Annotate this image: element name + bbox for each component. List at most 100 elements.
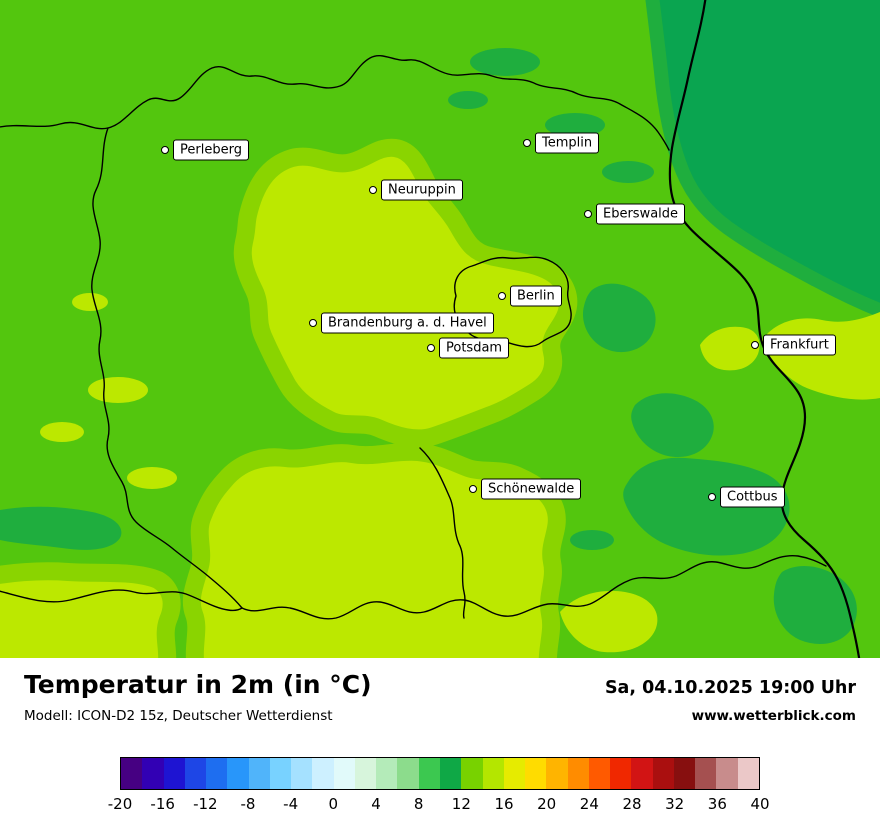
cool-patch-north <box>448 91 488 109</box>
warm-island <box>88 377 148 403</box>
scale-segment <box>312 758 334 789</box>
scale-tick-label: 36 <box>707 795 727 813</box>
scale-tick-label: 20 <box>537 795 557 813</box>
footer-info-row: Modell: ICON-D2 15z, Deutscher Wetterdie… <box>24 708 856 724</box>
scale-tick-label: 0 <box>328 795 339 813</box>
scale-segment <box>695 758 717 789</box>
scale-segment <box>142 758 164 789</box>
city-label: Potsdam <box>439 337 510 359</box>
city-label: Brandenburg a. d. Havel <box>321 312 494 334</box>
scale-tick-label: 32 <box>665 795 685 813</box>
map-graphic <box>0 0 880 658</box>
warm-region-southwest <box>0 562 181 658</box>
map-title: Temperatur in 2m (in °C) <box>24 670 372 699</box>
warm-island <box>127 467 177 489</box>
scale-segment <box>269 758 292 789</box>
scale-segment <box>121 758 143 789</box>
map-footer: Temperatur in 2m (in °C) Sa, 04.10.2025 … <box>0 658 880 830</box>
city-dot <box>708 493 716 501</box>
border-schoenewalde-wedge <box>419 447 466 619</box>
scale-segment <box>503 758 526 789</box>
scale-segment <box>333 758 355 789</box>
scale-tick-label: -20 <box>107 795 133 813</box>
scale-tick-label: 12 <box>451 795 471 813</box>
scale-segment <box>397 758 419 789</box>
state-borders <box>0 54 827 620</box>
scale-tick-label: 40 <box>750 795 770 813</box>
city-label: Frankfurt <box>763 334 836 356</box>
scale-segment <box>461 758 483 789</box>
scale-segment <box>248 758 270 789</box>
scale-tick-label: 28 <box>622 795 642 813</box>
city-dot <box>309 319 317 327</box>
city-dot <box>751 341 759 349</box>
warm-patch-frankfurt-east <box>762 312 880 400</box>
city-dot <box>523 139 531 147</box>
temperature-scale-ticks: -20 -16 -12 -8 -4 0 4 8 12 16 20 24 28 32 36 40 <box>108 795 770 815</box>
temperature-scale-bar <box>120 757 760 790</box>
scale-segment <box>716 758 738 789</box>
city-dot <box>161 146 169 154</box>
city-label: Templin <box>535 132 600 154</box>
city-dot <box>584 210 592 218</box>
border-southwest <box>0 589 243 612</box>
scale-segment <box>354 758 377 789</box>
footer-title-row: Temperatur in 2m (in °C) Sa, 04.10.2025 … <box>24 670 856 699</box>
warm-region-south <box>182 442 566 658</box>
city-label: Eberswalde <box>596 203 686 225</box>
border-north <box>0 54 670 151</box>
city-dot <box>427 344 435 352</box>
cool-patch-southeast <box>773 566 857 644</box>
scale-segment <box>525 758 547 789</box>
cool-patch-north <box>470 48 540 76</box>
city-dot <box>369 186 377 194</box>
city-label: Neuruppin <box>381 179 463 201</box>
scale-segment <box>439 758 462 789</box>
scale-segment <box>163 758 185 789</box>
warm-island <box>72 293 108 311</box>
scale-tick-label: -8 <box>240 795 256 813</box>
scale-segment <box>567 758 589 789</box>
warm-region-central <box>233 138 578 448</box>
temperature-map: Perleberg Templin Neuruppin Eberswalde Berli… <box>0 0 880 658</box>
temperature-field <box>0 0 880 658</box>
city-label: Perleberg <box>173 139 249 161</box>
scale-segment <box>610 758 632 789</box>
border-west <box>91 127 243 609</box>
border-south <box>241 554 827 620</box>
cool-patch-small <box>570 530 614 550</box>
city-dot <box>498 292 506 300</box>
scale-segment <box>418 758 440 789</box>
cold-region-northeast <box>645 0 880 318</box>
cool-patch-cottbus <box>623 457 790 556</box>
scale-tick-label: 4 <box>371 795 381 813</box>
cool-patch-east-of-berlin <box>582 283 656 353</box>
warm-patch-frankfurt-west <box>700 326 760 371</box>
website-url: www.wetterblick.com <box>691 708 856 724</box>
cool-patch-north <box>545 113 605 137</box>
cool-patch-east <box>631 393 714 458</box>
scale-segment <box>184 758 207 789</box>
warm-island <box>40 422 84 442</box>
city-label: Schönewalde <box>481 478 582 500</box>
scale-segment <box>652 758 674 789</box>
scale-segment <box>227 758 249 789</box>
scale-segment <box>588 758 611 789</box>
cool-patch-north <box>602 161 654 183</box>
scale-segment <box>546 758 568 789</box>
scale-segment <box>291 758 313 789</box>
forecast-datetime: Sa, 04.10.2025 19:00 Uhr <box>604 678 856 698</box>
scale-tick-label: -12 <box>193 795 218 813</box>
scale-segment <box>206 758 228 789</box>
scale-tick-label: 16 <box>494 795 514 813</box>
scale-tick-label: -4 <box>283 795 299 813</box>
scale-segment <box>631 758 653 789</box>
scale-segment <box>737 758 759 789</box>
scale-tick-label: 24 <box>579 795 599 813</box>
scale-tick-label: 8 <box>413 795 424 813</box>
city-label: Berlin <box>510 285 562 307</box>
city-label: Cottbus <box>720 486 785 508</box>
scale-segment <box>376 758 398 789</box>
scale-tick-label: -16 <box>150 795 175 813</box>
